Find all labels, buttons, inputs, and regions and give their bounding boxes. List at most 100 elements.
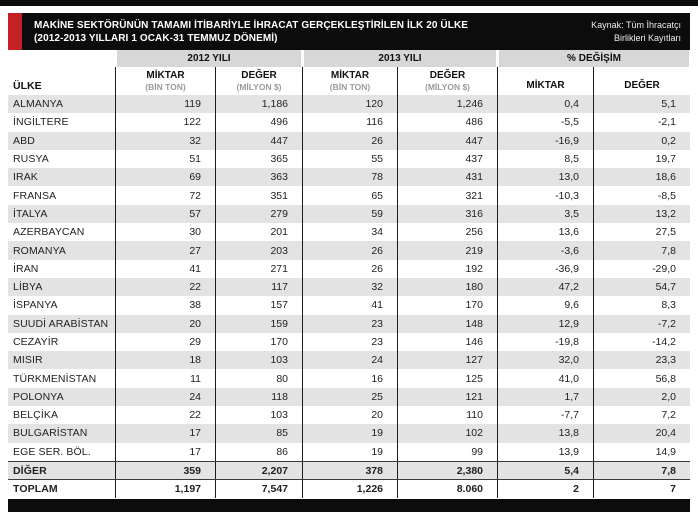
column-label: MİKTAR: [146, 69, 185, 81]
value-cell: 85: [215, 424, 302, 443]
value-cell: -7,2: [593, 314, 690, 333]
value-cell: 86: [215, 442, 302, 461]
value-cell: 80: [215, 369, 302, 388]
value-cell: 8,3: [593, 296, 690, 315]
value-cell: 203: [215, 241, 302, 260]
value-cell: 7,8: [593, 241, 690, 260]
value-cell: -3,6: [497, 241, 593, 260]
value-cell: 32: [115, 131, 215, 150]
value-cell: 57: [115, 204, 215, 224]
country-cell: İNGİLTERE: [13, 116, 69, 129]
table-row: İRAN 41 271 26 192 -36,9 -29,0: [8, 259, 690, 278]
column-label: DEĞER: [429, 69, 466, 81]
value-cell: 170: [215, 332, 302, 352]
value-cell: 0,4: [497, 95, 593, 114]
value-cell: 5,4: [497, 461, 593, 480]
column-header-change-deger: DEĞER: [593, 67, 690, 95]
value-cell: 56,8: [593, 369, 690, 388]
value-cell: 125: [397, 369, 497, 388]
value-cell: 13,8: [497, 424, 593, 443]
value-cell: 201: [215, 223, 302, 242]
country-cell: TÜRKMENİSTAN: [13, 372, 97, 385]
value-cell: 437: [397, 149, 497, 169]
country-cell: RUSYA: [13, 153, 49, 166]
title-bar: MAKİNE SEKTÖRÜNÜN TAMAMI İTİBARİYLE İHRA…: [8, 13, 690, 50]
title-black-bar: MAKİNE SEKTÖRÜNÜN TAMAMI İTİBARİYLE İHRA…: [22, 13, 690, 50]
group-header-row: 2012 YILI 2013 YILI % DEĞİŞİM: [8, 50, 690, 67]
group-header-2013: 2013 YILI: [302, 50, 497, 67]
table-row: İTALYA 57 279 59 316 3,5 13,2: [8, 204, 690, 224]
value-cell: 13,9: [497, 442, 593, 461]
value-cell: 55: [302, 149, 397, 169]
table-row: EGE SER. BÖL. 17 86 19 99 13,9 14,9: [8, 442, 690, 461]
column-header-2012-miktar: MİKTAR (BİN TON): [115, 67, 215, 95]
value-cell: 59: [302, 204, 397, 224]
table-row: POLONYA 24 118 25 121 1,7 2,0: [8, 387, 690, 407]
country-cell: MISIR: [13, 354, 43, 367]
value-cell: 65: [302, 186, 397, 205]
column-label: MİKTAR: [330, 69, 370, 81]
value-cell: 32: [302, 277, 397, 297]
value-cell: 431: [397, 168, 497, 187]
value-cell: 26: [302, 241, 397, 260]
value-cell: 0,2: [593, 131, 690, 150]
country-cell: ABD: [13, 134, 35, 147]
country-cell: SUUDİ ARABİSTAN: [13, 317, 109, 330]
table-row: BULGARİSTAN 17 85 19 102 13,8 20,4: [8, 424, 690, 443]
table-row: CEZAYİR 29 170 23 146 -19,8 -14,2: [8, 332, 690, 352]
value-cell: 127: [397, 351, 497, 370]
country-cell: BELÇİKA: [13, 409, 59, 422]
country-cell: LİBYA: [13, 281, 43, 294]
value-cell: -29,0: [593, 259, 690, 278]
source-line-1: Kaynak: Tüm İhracatçı: [591, 20, 681, 31]
value-cell: 20: [302, 406, 397, 425]
column-header-2012-deger: DEĞER (MİLYON $): [215, 67, 302, 95]
value-cell: 102: [397, 424, 497, 443]
value-cell: 11: [115, 369, 215, 388]
value-cell: 256: [397, 223, 497, 242]
value-cell: 13,2: [593, 204, 690, 224]
value-cell: 38: [115, 296, 215, 315]
value-cell: -7,7: [497, 406, 593, 425]
value-cell: 23: [302, 314, 397, 333]
value-cell: 19: [302, 442, 397, 461]
value-cell: 27: [115, 241, 215, 260]
source-line-2: Birlikleri Kayıtları: [613, 32, 681, 43]
value-cell: 121: [397, 387, 497, 407]
country-cell: DİĞER: [13, 464, 47, 477]
unit-label: (MİLYON $): [236, 81, 282, 92]
document-subtitle: (2012-2013 YILLARI 1 OCAK-31 TEMMUZ DÖNE…: [34, 32, 278, 44]
value-cell: 29: [115, 332, 215, 352]
value-cell: 30: [115, 223, 215, 242]
value-cell: -36,9: [497, 259, 593, 278]
value-cell: 219: [397, 241, 497, 260]
value-cell: 146: [397, 332, 497, 352]
value-cell: 496: [215, 113, 302, 132]
value-cell: 99: [397, 442, 497, 461]
table-row: DİĞER 359 2,207 378 2,380 5,4 7,8: [8, 460, 690, 480]
column-label: DEĞER: [624, 80, 660, 91]
value-cell: 24: [302, 351, 397, 370]
value-cell: 18,6: [593, 168, 690, 187]
title-block: MAKİNE SEKTÖRÜNÜN TAMAMI İTİBARİYLE İHRA…: [34, 19, 468, 45]
table-row: ALMANYA 119 1,186 120 1,246 0,4 5,1: [8, 95, 690, 114]
value-cell: 117: [215, 277, 302, 297]
value-cell: 19: [302, 424, 397, 443]
country-cell: ALMANYA: [13, 98, 64, 111]
value-cell: 447: [397, 131, 497, 150]
value-cell: 27,5: [593, 223, 690, 242]
value-cell: -19,8: [497, 332, 593, 352]
value-cell: 1,197: [115, 480, 215, 498]
unit-label: (BİN TON): [329, 81, 371, 92]
value-cell: 22: [115, 277, 215, 297]
data-table: 2012 YILI 2013 YILI % DEĞİŞİM ÜLKE MİKTA…: [8, 50, 690, 512]
value-cell: 17: [115, 424, 215, 443]
value-cell: -8,5: [593, 186, 690, 205]
value-cell: 23,3: [593, 351, 690, 370]
value-cell: 119: [115, 95, 215, 114]
value-cell: 1,246: [397, 95, 497, 114]
column-header-change-miktar: MİKTAR: [497, 67, 593, 95]
country-cell: CEZAYİR: [13, 336, 59, 348]
value-cell: 157: [215, 296, 302, 315]
value-cell: 321: [397, 186, 497, 205]
